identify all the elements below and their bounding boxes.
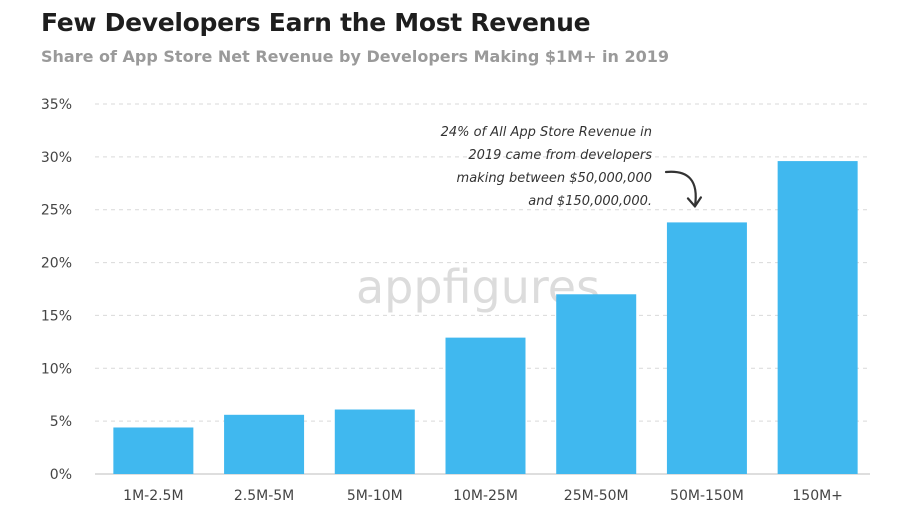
x-tick-label: 150M+ [792, 488, 843, 504]
x-tick-label: 2.5M-5M [234, 488, 294, 504]
y-tick-label: 20% [41, 256, 72, 272]
bar [666, 222, 747, 474]
x-tick-label: 1M-2.5M [123, 488, 183, 504]
annotation-text: 2019 came from developers [468, 148, 652, 163]
annotation-text: and $150,000,000. [528, 194, 652, 209]
annotation-text: making between $50,000,000 [457, 171, 652, 186]
chart-title: Few Developers Earn the Most Revenue [41, 8, 591, 37]
y-tick-label: 0% [50, 467, 72, 483]
bar [777, 161, 858, 475]
bar [224, 414, 305, 474]
y-tick-label: 10% [41, 361, 72, 377]
y-tick-label: 25% [41, 203, 72, 219]
bar [334, 409, 415, 474]
x-tick-label: 25M-50M [564, 488, 629, 504]
y-tick-label: 5% [50, 414, 72, 430]
bar [113, 427, 194, 474]
annotation-text: 24% of All App Store Revenue in [441, 125, 652, 140]
annotation-arrow [664, 170, 697, 208]
x-tick-label: 10M-25M [453, 488, 518, 504]
annotation-arrowhead [686, 196, 703, 208]
x-tick-label: 5M-10M [347, 488, 403, 504]
x-tick-label: 50M-150M [670, 488, 744, 504]
chart-subtitle: Share of App Store Net Revenue by Develo… [41, 47, 670, 66]
y-tick-label: 15% [41, 308, 72, 324]
bar [556, 294, 637, 474]
bar [445, 337, 526, 474]
y-tick-label: 35% [41, 97, 72, 113]
y-tick-label: 30% [41, 150, 72, 166]
